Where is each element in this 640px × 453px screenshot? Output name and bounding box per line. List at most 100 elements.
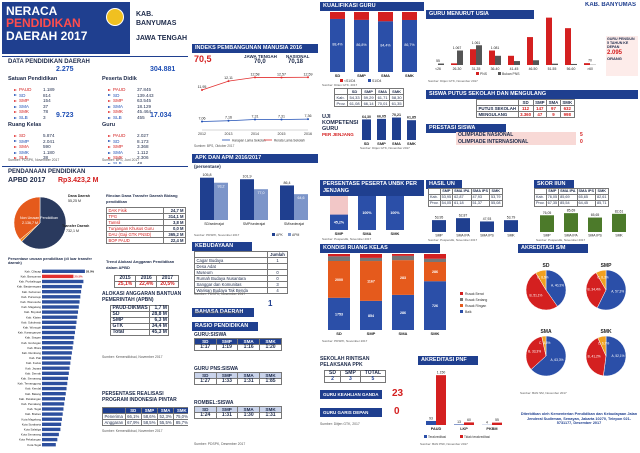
prestasi-label: OLIMPIADE NASIONAL — [456, 132, 576, 139]
apk-cat-label: SD/sederajat — [204, 222, 224, 226]
apk-bar — [200, 177, 214, 220]
rank-bar — [42, 417, 62, 421]
rasio-value: 1:19 — [215, 344, 239, 351]
iiun-cat-label: SMK — [615, 234, 623, 238]
paud-arrow-icon — [108, 88, 111, 91]
usia-pns-bar — [527, 37, 533, 65]
usia-cat-label: 56-60 — [567, 67, 576, 71]
rasio-value: 1:31 — [237, 378, 261, 385]
dp-peserta-row: SMA 18.129 — [108, 104, 186, 110]
dp-peserta-row-label: SMK — [113, 109, 123, 115]
ipm-rls-point — [254, 118, 256, 121]
pnf-cat-label: LKP — [460, 427, 468, 431]
bahasa-heading: BAHASA DAERAH — [192, 308, 254, 317]
pnf-tidak-label: 55 — [495, 418, 499, 422]
kondisi-baik-label: 726 — [432, 304, 438, 308]
akreditasi-pies: SD A, 40,3% B, 51,1% C, 8,6% SMP A, 57,3% B, 3… — [520, 263, 627, 395]
iiun-table-cell: Prov. — [534, 200, 547, 207]
sd-arrow-icon — [108, 140, 111, 143]
akred-title: SMA — [540, 329, 552, 335]
kual-source: Sumber: Ditjen GTK, 2017 — [322, 83, 358, 86]
akred-sm-heading: AKREDITASI S/M — [518, 244, 588, 253]
dp-satuan-row: SD 814 — [14, 93, 92, 99]
un-bar — [504, 220, 518, 232]
dp-peserta-block: Peserta Didik 304.881 PAUD 37.845 SD 139.443 S… — [102, 66, 186, 121]
iiun-table-cell: 76,05 — [545, 194, 560, 201]
usia-legend-swatch — [476, 72, 479, 75]
rank-bar — [42, 443, 56, 447]
rank-label: Kab. Kendal — [25, 387, 41, 391]
rank-bar — [42, 412, 63, 416]
pensiun-title: GURU PENSIUN 5 TAHUN KE DEPAN — [607, 37, 635, 50]
akred-slice-label: B, 34,4% — [588, 287, 601, 291]
apbd-label: APBD 2017 — [8, 177, 46, 184]
apk-bar — [240, 179, 254, 220]
kondisi-legend-swatch — [460, 310, 463, 313]
pensiun-callout: GURU PENSIUN 5 TAHUN KE DEPAN 2.095 ORAN… — [606, 36, 638, 76]
ipm-year-label: 2016 — [304, 132, 312, 136]
usia-bar-label: 1.081 — [491, 46, 500, 50]
rasio-table: SD SMP SMA SMK 1:17 1:19 1:16 1:20 — [194, 338, 282, 351]
dp-satuan-row: SLB 3 — [14, 115, 92, 121]
rank-label: Kab. Blora — [28, 346, 42, 350]
apk-section: APK DAN APM 2016/2017 (persentase) 105,8… — [192, 154, 318, 240]
ipm-rls-label: 7,36 — [305, 114, 312, 118]
kondisi-baik-bar — [360, 300, 382, 330]
akred-slice — [595, 269, 607, 291]
ukg-cat-label: SD — [364, 141, 370, 146]
dp-peserta-row-value: 45.464 — [137, 109, 152, 115]
kondisi-rusak-bar — [424, 254, 446, 259]
usia-bar-label: 1.061 — [472, 41, 481, 45]
ppk-section: SEKOLAH RINTISAN PELAKSANA PPK SD SMP TOTA… — [320, 356, 416, 452]
dp-peserta-row-label: PAUD — [113, 87, 126, 92]
ipm-year-label: 2013 — [225, 132, 233, 136]
pnf-legend-swatch — [424, 435, 427, 438]
usia-nonpns-bar — [552, 63, 558, 65]
rasio-value-row: 1:17 1:19 1:16 1:20 — [194, 344, 282, 351]
akred-slice-label: A, 63,3% — [550, 358, 563, 362]
usia-nonpns-bar — [533, 60, 539, 65]
usia-cat-label: 26-30 — [453, 67, 462, 71]
apbd-value: Rp3.423,2 M — [58, 177, 99, 184]
putus-heading: SISWA PUTUS SEKOLAH DAN MENGULANG — [426, 90, 638, 99]
rank-bar — [42, 341, 74, 345]
ipm-legend-hls: Harapan Lama Sekolah — [232, 139, 266, 143]
akred-slice-label: C, 3,4% — [539, 341, 551, 345]
pnf-section: AKREDITASI PNF 93 1.150 PAUD 13 60 LKP 4 55 PKBM… — [418, 356, 516, 452]
rincian-table-cell: BOP PAUD — [106, 237, 164, 244]
kual-s1-label: 86,7% — [404, 43, 415, 47]
apm-bar — [294, 194, 308, 220]
apk-cat-label: SM/sederajat — [284, 222, 304, 226]
ipm-jateng-label: JAWA TENGAH — [244, 54, 277, 59]
pensiun-unit: ORANG — [607, 55, 622, 61]
putus-table-cell: 3.360 — [517, 111, 534, 118]
kondisi-baik-bar — [328, 297, 350, 330]
apk-legend-swatch — [288, 233, 291, 236]
rincian-title: Rincian Dana Transfer Daerah Bidang pend… — [106, 193, 178, 204]
dp-satuan-row: PAUD 1.189 — [14, 87, 92, 93]
dp-peserta-row-value: 139.443 — [137, 92, 154, 98]
akred-title: SMP — [601, 263, 613, 269]
akred-slice-label: C, 8,6% — [537, 275, 549, 279]
kual-legend-swatch — [368, 79, 371, 82]
akred-slice — [545, 269, 567, 307]
akred-slice-label: C, 8,3% — [597, 275, 609, 279]
kual-legend-lt: <S1/D4 — [344, 79, 356, 83]
pnf-legend-akr: Terakreditasi — [428, 435, 446, 439]
pnf-akr-label: 93 — [429, 416, 433, 420]
rasio-table: SD SMP SMA SMK 1:24 1:31 1:30 1:31 — [194, 406, 282, 419]
akred-slice — [603, 335, 627, 377]
apk-legend-swatch — [272, 233, 275, 236]
ipm-rls-point — [201, 120, 203, 123]
title-line1: NERACA — [6, 4, 58, 18]
dp-ruang-row: SLB 38 — [14, 155, 92, 161]
slb-arrow-icon — [14, 157, 17, 160]
rank-bar — [42, 366, 70, 370]
pnf-tidak-label: 1.150 — [437, 371, 446, 375]
apk-source: Sumber: PDSPK, November 2017 — [194, 233, 240, 237]
iiun-bar-chart: 76,05 SMP 85,69 SMA IPA 65,65 SMA IPS 82,61 SMK… — [536, 209, 626, 242]
ipm-hls-point — [254, 76, 256, 79]
rank-bar — [42, 432, 59, 437]
garis-label: GURU GARIS DEPAN — [320, 408, 382, 417]
